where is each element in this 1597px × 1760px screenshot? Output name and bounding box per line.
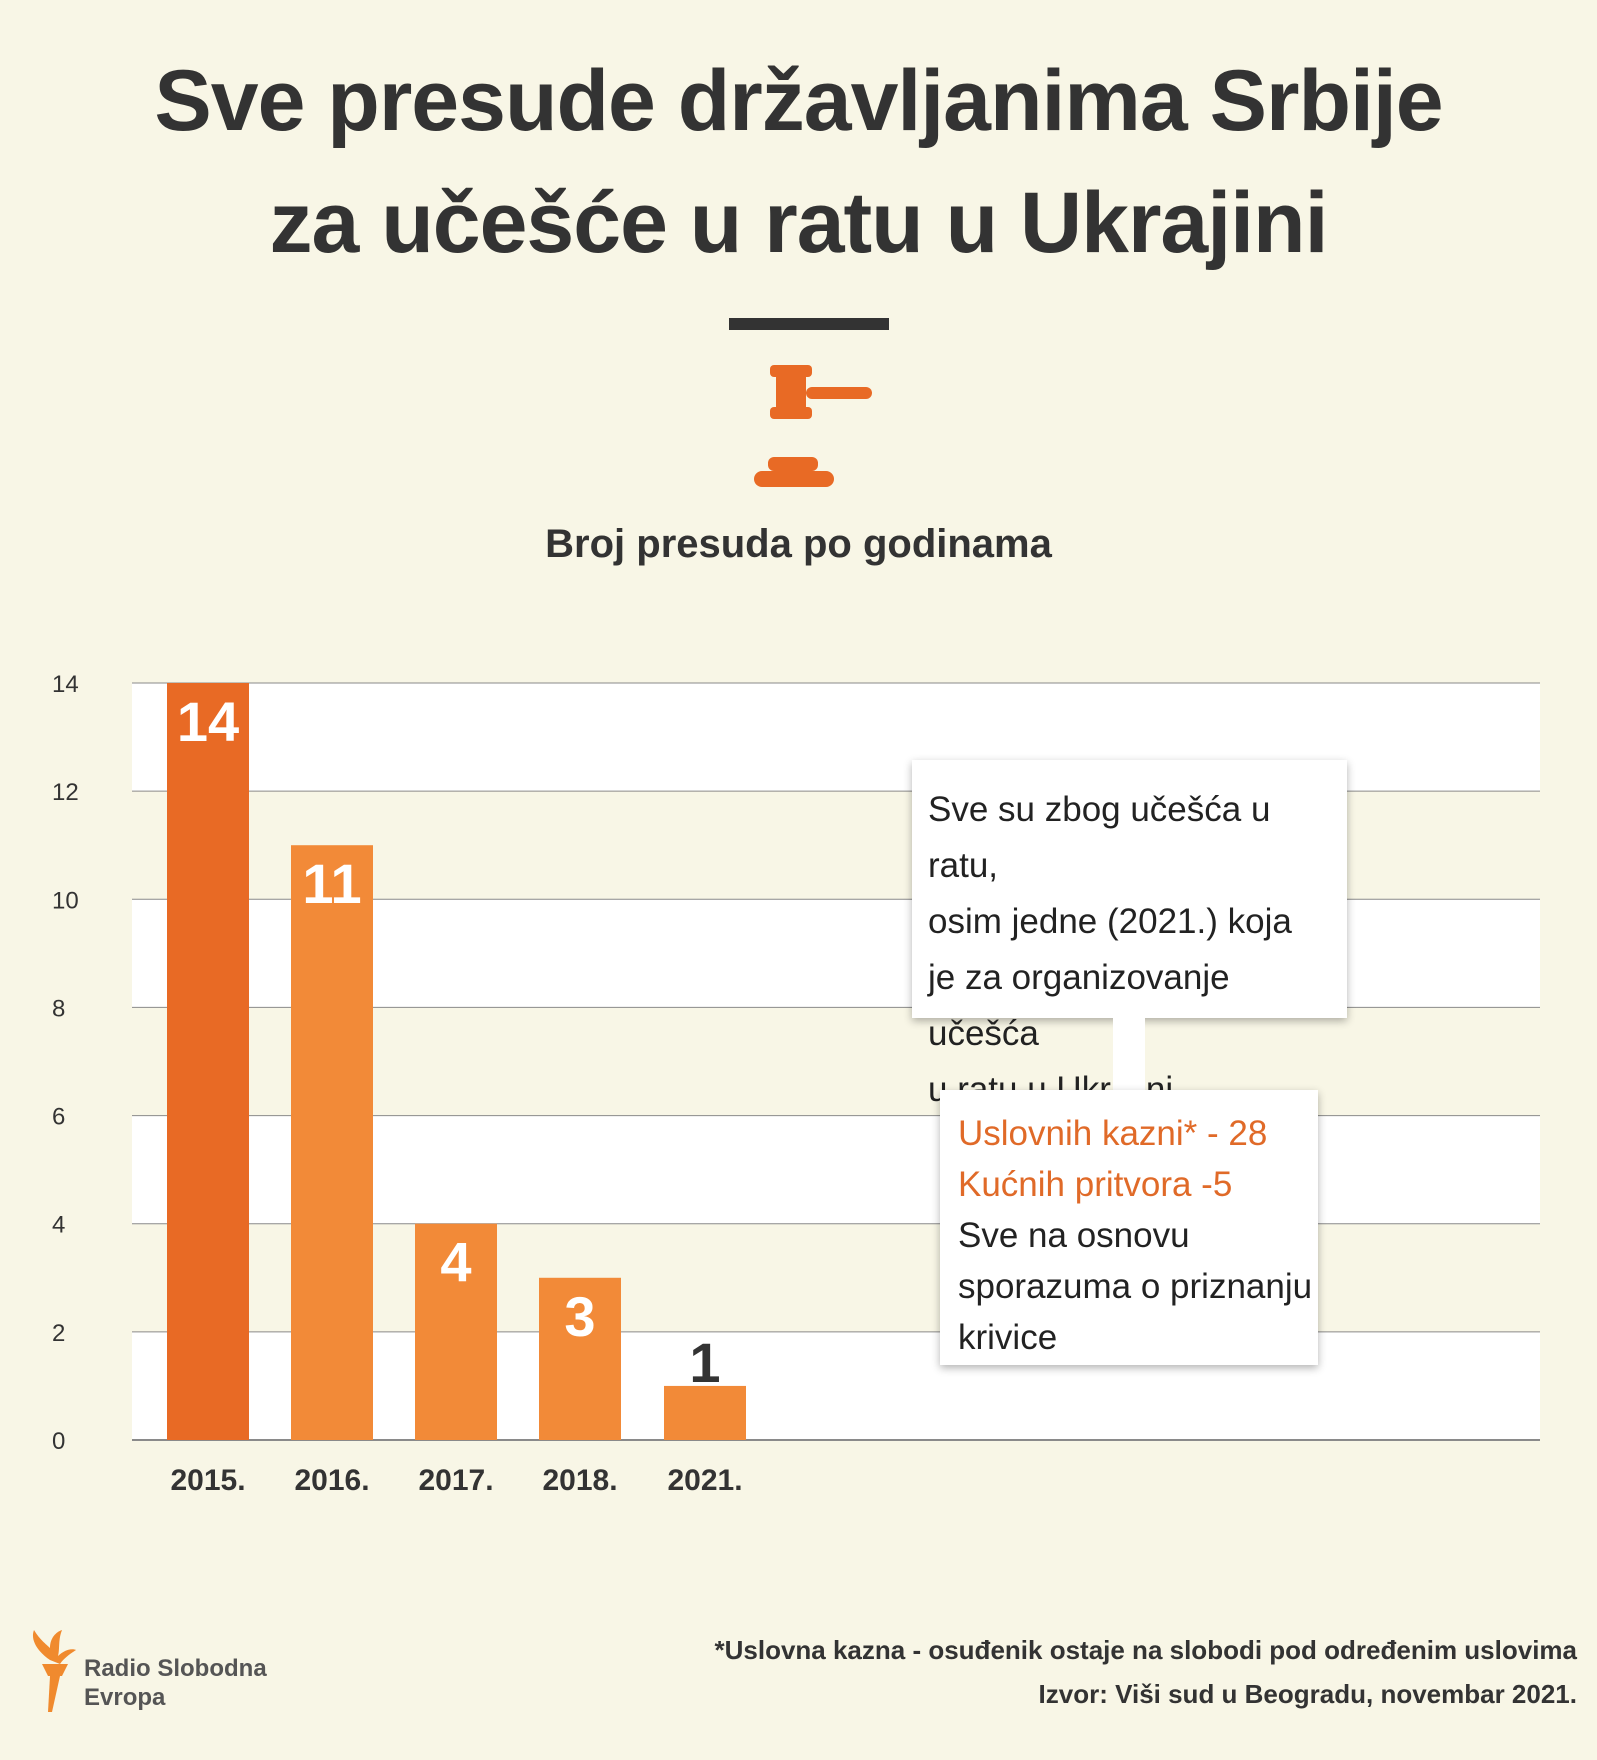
note2-house-arrests: Kućnih pritvora -5: [958, 1165, 1233, 1204]
note2-line-5: krivice: [958, 1318, 1058, 1357]
title-line-1: Sve presude državljanima Srbije: [154, 53, 1443, 149]
note2-conditional-sentences: Uslovnih kazni* - 28: [958, 1114, 1268, 1153]
bar: [291, 845, 373, 1440]
data-label: 3: [564, 1285, 595, 1348]
annotation-connector: [1113, 1016, 1145, 1092]
y-tick-label: 4: [52, 1212, 65, 1239]
y-tick-label: 2: [52, 1320, 65, 1347]
bar: [664, 1385, 746, 1440]
x-tick-label: 2021.: [667, 1464, 742, 1497]
data-label: 4: [440, 1231, 471, 1294]
chart-title: Broj presuda po godinama: [545, 522, 1052, 566]
annotation-box-1: Sve su zbog učešća u ratu, osim jedne (2…: [912, 760, 1347, 1109]
note2-line-3: Sve na osnovu: [958, 1216, 1190, 1255]
data-label: 1: [689, 1331, 720, 1394]
data-label: 14: [177, 690, 239, 753]
x-tick-label: 2018.: [542, 1464, 617, 1497]
logo-line-1: Radio Slobodna: [84, 1655, 267, 1682]
x-tick-label: 2015.: [170, 1464, 245, 1497]
logo-line-2: Evropa: [84, 1684, 166, 1711]
note2-line-4: sporazuma o priznanju: [958, 1267, 1313, 1306]
bar: [167, 683, 249, 1440]
annotation-box-2: Uslovnih kazni* - 28 Kućnih pritvora -5 …: [940, 1090, 1318, 1365]
gavel-icon: [754, 365, 872, 487]
note1-line-1: Sve su zbog učešća u ratu,: [928, 790, 1271, 885]
y-tick-label: 14: [52, 671, 79, 698]
y-tick-label: 6: [52, 1104, 65, 1131]
y-tick-label: 8: [52, 995, 65, 1022]
data-label: 11: [302, 852, 361, 915]
x-tick-label: 2016.: [294, 1464, 369, 1497]
note1-line-3: je za organizovanje učešća: [928, 958, 1230, 1053]
note1-line-2: osim jedne (2021.) koja: [928, 902, 1292, 941]
torch-icon: [32, 1630, 76, 1712]
x-tick-label: 2017.: [418, 1464, 493, 1497]
y-tick-label: 10: [52, 887, 79, 914]
footnote-definition: *Uslovna kazna - osuđenik ostaje na slob…: [714, 1635, 1577, 1665]
title-divider: [729, 318, 889, 330]
bar: [539, 1277, 621, 1440]
y-tick-label: 0: [52, 1428, 65, 1455]
bar: [415, 1223, 497, 1440]
logo-text: Radio Slobodna Evropa: [84, 1654, 267, 1712]
title-line-2: za učešće u ratu u Ukrajini: [269, 175, 1329, 271]
page-title: Sve presude državljanima Srbije za učešć…: [0, 40, 1597, 284]
footnote: *Uslovna kazna - osuđenik ostaje na slob…: [714, 1628, 1577, 1716]
footnote-source: Izvor: Viši sud u Beogradu, novembar 202…: [1038, 1679, 1577, 1709]
y-tick-label: 12: [52, 779, 79, 806]
bar-chart: 0 2 4 6 8 10 12 14 14 2015. 11 2016. 4 2017. 3 2018. 1 20…: [52, 671, 1540, 1497]
